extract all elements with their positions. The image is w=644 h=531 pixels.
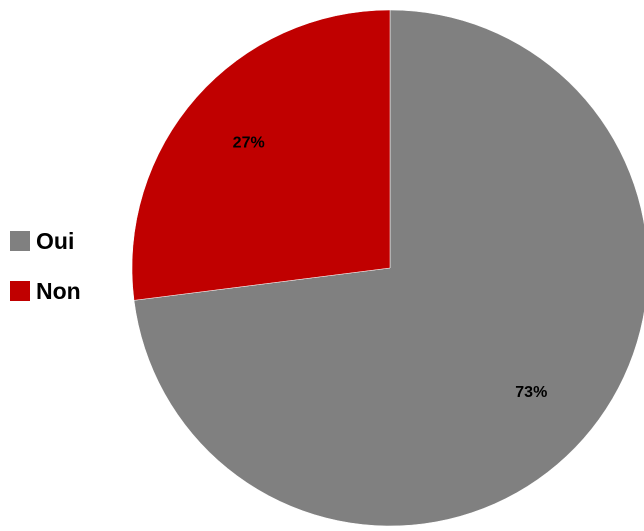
legend-swatch-oui xyxy=(10,231,30,251)
legend-item-non: Non xyxy=(10,266,81,316)
legend: Oui Non xyxy=(10,216,81,316)
pie-slice-non xyxy=(131,9,391,301)
legend-item-oui: Oui xyxy=(10,216,81,266)
data-label-non: 27% xyxy=(233,135,265,152)
pie-slice-oui xyxy=(133,9,644,527)
legend-label-oui: Oui xyxy=(36,227,75,254)
data-label-oui: 73% xyxy=(515,384,547,401)
legend-label-non: Non xyxy=(36,277,81,304)
legend-swatch-non xyxy=(10,281,30,301)
